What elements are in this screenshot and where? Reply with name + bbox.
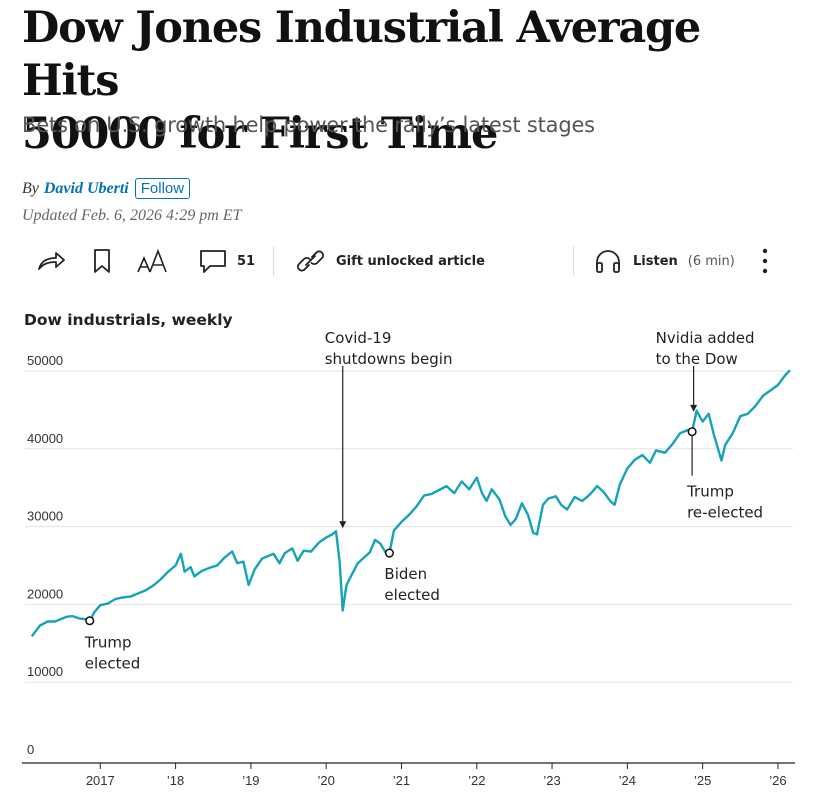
comments-button[interactable]: 51 [198, 238, 255, 284]
article-dek: Bets on U.S. growth help power the rally… [22, 113, 595, 137]
biden-elected-marker [384, 548, 394, 558]
gift-article-button[interactable]: Gift unlocked article [296, 238, 485, 284]
y-tick-label: 50000 [27, 353, 63, 368]
save-button[interactable] [93, 238, 111, 284]
x-tick-label: ’26 [769, 773, 786, 788]
comment-count: 51 [237, 253, 256, 269]
text-size-button[interactable] [136, 238, 170, 284]
more-options-button[interactable] [760, 238, 770, 284]
listen-duration: (6 min) [687, 253, 735, 269]
trump-elected-label: Trump [84, 634, 132, 652]
gift-article-label: Gift unlocked article [336, 253, 485, 269]
dow-line-chart: 50000 40000 30000 20000 10000 0 2017 ’18 ’19 ’20… [22, 329, 795, 788]
nvidia-annotation-label: to the Dow [656, 350, 738, 368]
share-button[interactable] [36, 238, 66, 284]
link-icon [297, 250, 324, 272]
toolbar-divider [573, 246, 574, 276]
follow-button[interactable]: Follow [134, 178, 191, 199]
x-tick-label: ’18 [167, 773, 184, 788]
y-tick-label: 10000 [27, 664, 63, 679]
covid-arrow-head [339, 521, 347, 529]
x-tick-label: 2017 [86, 773, 115, 788]
biden-elected-label: elected [384, 586, 440, 604]
y-tick-label: 20000 [27, 586, 63, 601]
dow-series-line [30, 369, 791, 638]
y-tick-label: 0 [27, 742, 34, 757]
covid-annotation-label: Covid-19 [325, 329, 392, 347]
y-tick-label: 40000 [27, 431, 63, 446]
comment-icon [200, 250, 226, 273]
article-toolbar: 51 Gift unlocked article Listen (6 min) [22, 238, 792, 284]
author-link[interactable]: David Uberti [43, 179, 129, 197]
share-icon [38, 252, 65, 270]
x-tick-label: ’23 [543, 773, 560, 788]
trump-reelected-label: Trump [686, 483, 734, 501]
headphones-icon [596, 250, 620, 273]
biden-elected-label: Biden [384, 565, 427, 583]
x-tick-label: ’19 [242, 773, 259, 788]
trump-elected-marker [85, 616, 95, 626]
x-tick-label: ’22 [468, 773, 485, 788]
listen-button[interactable]: Listen (6 min) [594, 238, 735, 284]
x-tick-label: ’24 [619, 773, 636, 788]
x-tick-label: ’21 [393, 773, 410, 788]
y-tick-label: 30000 [27, 509, 63, 524]
headline-line-1: Dow Jones Industrial Average Hits [22, 3, 701, 106]
more-vertical-icon [762, 248, 768, 274]
covid-annotation-label: shutdowns begin [325, 350, 453, 368]
chart-title: Dow industrials, weekly [24, 311, 233, 329]
toolbar-divider [273, 246, 274, 276]
x-tick-label: ’20 [317, 773, 334, 788]
byline: By David Uberti Follow [22, 178, 191, 199]
byline-prefix: By [22, 179, 39, 197]
nvidia-arrow-head [690, 404, 698, 412]
trump-elected-label: elected [85, 655, 141, 673]
updated-timestamp: Updated Feb. 6, 2026 4:29 pm ET [22, 207, 242, 224]
trump-reelected-marker [687, 427, 697, 437]
text-size-icon [137, 248, 167, 273]
x-tick-label: ’25 [694, 773, 711, 788]
headline-line-2: 50000 for First Time [22, 109, 498, 159]
listen-label: Listen [633, 253, 678, 269]
nvidia-annotation-label: Nvidia added [656, 329, 755, 347]
trump-reelected-label: re-elected [687, 504, 763, 522]
bookmark-icon [94, 249, 110, 273]
headline: Dow Jones Industrial Average Hits 50000 … [22, 2, 802, 161]
